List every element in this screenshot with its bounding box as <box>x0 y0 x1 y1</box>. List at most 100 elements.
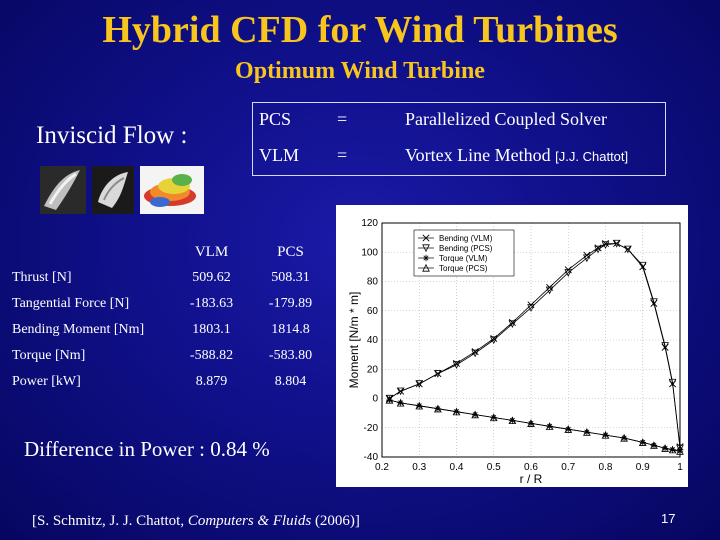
triangle-down-marker <box>594 245 602 254</box>
vlm-value: 8.879 <box>195 374 228 389</box>
slide-number: 17 <box>661 511 676 526</box>
x-tick-label: 0.2 <box>375 462 389 473</box>
table-row: Thrust [N] 509.62 508.31 <box>12 265 330 291</box>
y-axis-label: Moment [N/m * m] <box>347 292 361 389</box>
chart-series <box>385 239 684 455</box>
chart-legend: Bending (VLM)Bending (PCS)Torque (VLM)To… <box>413 229 515 277</box>
x-tick-label: 0.4 <box>450 462 464 473</box>
row-label: Torque [Nm] <box>12 348 86 363</box>
triangle-up-marker <box>527 419 535 427</box>
x-tick-label: 0.9 <box>636 462 650 473</box>
row-label: Thrust [N] <box>12 270 72 285</box>
y-tick-label: 20 <box>367 364 379 375</box>
legend-label: Bending (PCS) <box>439 244 493 253</box>
x-tick-label: 0.8 <box>599 462 613 473</box>
y-tick-label: 100 <box>361 247 378 258</box>
series-3 <box>385 395 684 455</box>
triangle-up-marker <box>638 438 647 446</box>
vlm-value: 1803.1 <box>192 322 231 337</box>
legend-label: Torque (VLM) <box>439 254 488 263</box>
slide-title: Hybrid CFD for Wind Turbines <box>102 9 618 51</box>
triangle-up-marker <box>601 430 610 439</box>
row-label: Tangential Force [N] <box>12 296 130 311</box>
triangle-up-marker <box>668 445 677 454</box>
series-line <box>389 243 681 449</box>
triangle-down-marker <box>601 241 610 250</box>
blade-pressure-contour-image <box>140 166 204 214</box>
triangle-up-marker <box>396 398 405 407</box>
definitions-box: PCS = Parallelized Coupled Solver VLM = … <box>252 102 666 176</box>
triangle-down-marker <box>612 239 621 248</box>
triangle-up-marker <box>583 428 591 436</box>
triangle-up-marker <box>415 401 424 410</box>
definition-citation: [J.J. Chattot] <box>555 149 629 164</box>
pcs-value: -179.89 <box>268 296 313 311</box>
table-row: Power [kW] 8.879 8.804 <box>12 369 330 395</box>
triangle-down-marker <box>583 254 591 263</box>
star-marker <box>422 254 430 262</box>
triangle-down-marker <box>661 342 669 350</box>
triangle-up-marker <box>489 413 498 422</box>
triangle-down-marker <box>650 298 658 307</box>
y-tick-label: 80 <box>367 277 379 288</box>
triangle-up-marker <box>620 433 628 442</box>
series-line <box>389 399 681 452</box>
table-header-vlm: VLM <box>194 243 229 260</box>
triangle-down-marker <box>527 304 535 312</box>
vlm-value: -588.82 <box>189 348 234 363</box>
blade-image-1 <box>40 166 86 214</box>
pcs-value: 508.31 <box>271 270 310 285</box>
y-tick-label: 0 <box>372 394 378 405</box>
x-tick-label: 1 <box>677 462 683 473</box>
definition-abbr: VLM <box>259 145 299 165</box>
y-tick-label: 60 <box>367 306 379 317</box>
table-header-row: VLM PCS <box>12 239 330 265</box>
triangle-up-marker <box>471 410 479 419</box>
triangle-up-marker <box>434 404 442 413</box>
x-tick-label: 0.5 <box>487 462 501 473</box>
slide-subtitle: Optimum Wind Turbine <box>235 58 485 84</box>
x-axis-label: r / R <box>520 472 543 486</box>
citation: [S. Schmitz, J. J. Chattot, Computers & … <box>32 513 360 530</box>
triangle-up-marker <box>385 395 394 404</box>
triangle-down-marker <box>422 244 430 253</box>
blade-image-2 <box>92 166 134 214</box>
x-tick-label: 0.6 <box>524 462 538 473</box>
triangle-up-marker <box>508 416 517 425</box>
triangle-up-marker <box>676 447 684 455</box>
definition-abbr: PCS <box>259 109 292 129</box>
vlm-value: 509.62 <box>192 270 231 285</box>
triangle-down-marker <box>396 387 405 396</box>
x-tick-label: 0.3 <box>412 462 426 473</box>
table-row: Tangential Force [N] -183.63 -179.89 <box>12 291 330 317</box>
y-tick-label: 120 <box>361 218 378 229</box>
definition-meaning: Vortex Line Method [J.J. Chattot] <box>405 145 628 166</box>
citation-journal: Computers & Fluids <box>187 513 312 529</box>
citation-suffix: (2006)] <box>311 513 360 529</box>
triangle-up-marker <box>452 407 461 416</box>
table-header-blank <box>12 239 172 265</box>
table-row: Torque [Nm] -588.82 -583.80 <box>12 343 330 369</box>
pcs-value: 1814.8 <box>271 322 310 337</box>
power-difference-text: Difference in Power : 0.84 % <box>24 437 270 461</box>
results-table: VLM PCS Thrust [N] 509.62 508.31 Tangent… <box>12 239 330 395</box>
row-label: Power [kW] <box>12 374 81 389</box>
triangle-up-marker <box>545 422 554 430</box>
triangle-down-marker <box>508 320 517 329</box>
triangle-down-marker <box>434 370 442 378</box>
table-header-pcs: PCS <box>277 243 304 260</box>
definition-equals: = <box>337 109 348 129</box>
vlm-value: -183.63 <box>189 296 234 311</box>
triangle-down-marker <box>415 380 424 388</box>
triangle-down-marker <box>668 378 677 387</box>
pcs-value: 8.804 <box>274 374 307 389</box>
triangle-down-marker <box>489 336 498 345</box>
inviscid-flow-label: Inviscid Flow : <box>36 122 188 149</box>
triangle-down-marker <box>676 444 684 453</box>
definition-equals: = <box>337 145 348 165</box>
pcs-value: -583.80 <box>268 348 313 363</box>
triangle-up-marker <box>422 263 430 272</box>
citation-prefix: [S. Schmitz, J. J. Chattot, <box>32 513 188 529</box>
plot-frame <box>381 222 681 458</box>
triangle-down-marker <box>471 349 479 358</box>
